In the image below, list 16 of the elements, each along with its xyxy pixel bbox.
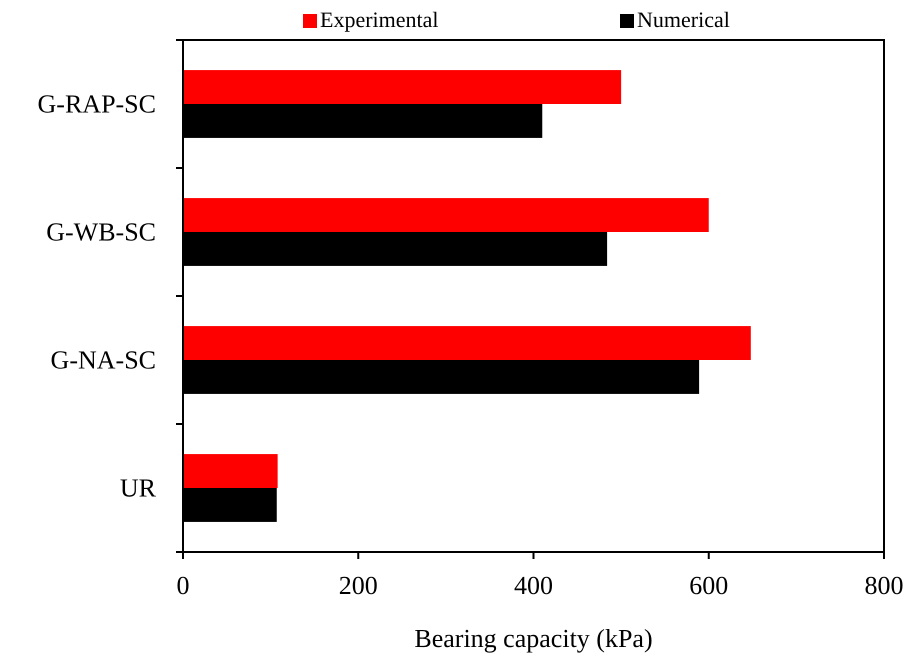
bar [183,198,709,232]
bar [183,454,278,488]
legend-label: Experimental [320,7,439,32]
y-tick-label: G-NA-SC [50,346,156,374]
x-tick-label: 0 [176,571,190,600]
legend-label: Numerical [637,7,730,32]
y-tick-label: G-RAP-SC [38,90,156,118]
bar [183,70,622,104]
bar [183,326,751,360]
x-tick-label: 400 [514,571,553,600]
y-tick-label: G-WB-SC [46,218,156,246]
x-tick-label: 600 [689,571,728,600]
x-tick-label: 200 [338,571,378,600]
x-tick-label: 800 [864,571,904,600]
x-axis-title: Bearing capacity (kPa) [414,624,653,653]
y-tick-label: UR [120,474,157,502]
